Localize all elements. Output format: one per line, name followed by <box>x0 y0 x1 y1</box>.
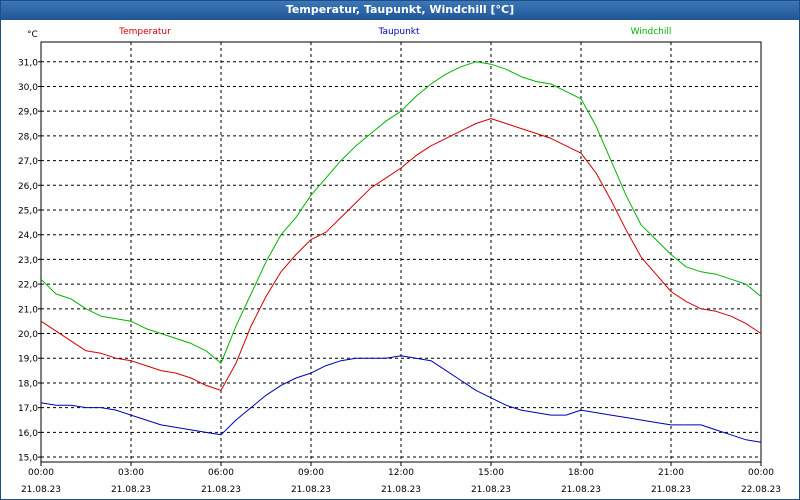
x-tick-date: 21.08.23 <box>471 485 511 495</box>
x-tick-date: 21.08.23 <box>381 485 421 495</box>
legend-entry-windchill: Windchill <box>631 27 672 37</box>
y-tick-label: 22,0 <box>18 281 38 291</box>
x-tick-time: 09:00 <box>298 468 324 478</box>
y-tick-label: 24,0 <box>18 231 38 241</box>
y-tick-label: 18,0 <box>18 379 38 389</box>
series-line-windchill <box>40 61 762 364</box>
y-axis-label: °C <box>27 30 38 40</box>
y-tick-label: 15,0 <box>18 454 38 464</box>
legend-entry-temperatur: Temperatur <box>118 27 171 37</box>
x-tick-time: 15:00 <box>478 468 504 478</box>
chart-canvas: 15,0 16,0 17,0 18,0 19,0 20,0 21,0 22,0 23,0 24,0… <box>18 27 781 495</box>
y-tick-label: 21,0 <box>18 305 38 315</box>
y-tick-label: 20,0 <box>18 330 38 340</box>
x-tick-date: 21.08.23 <box>21 485 61 495</box>
y-tick-label: 27,0 <box>18 157 38 167</box>
x-tick-date: 21.08.23 <box>291 485 331 495</box>
x-tick-date: 21.08.23 <box>561 485 601 495</box>
x-tick-time: 18:00 <box>568 468 594 478</box>
y-tick-label: 28,0 <box>18 132 38 142</box>
x-tick-date: 21.08.23 <box>651 485 691 495</box>
y-tick-label: 30,0 <box>18 83 38 93</box>
window-title: Temperatur, Taupunkt, Windchill [°C] <box>1 1 799 20</box>
x-tick-date: 21.08.23 <box>111 485 151 495</box>
x-tick-time: 00:00 <box>748 468 774 478</box>
y-tick-label: 19,0 <box>18 355 38 365</box>
x-tick-time: 03:00 <box>118 468 144 478</box>
x-tick-date: 21.08.23 <box>201 485 241 495</box>
x-tick-time: 00:00 <box>28 468 54 478</box>
x-tick-time: 06:00 <box>208 468 234 478</box>
y-tick-label: 23,0 <box>18 256 38 266</box>
y-tick-label: 31,0 <box>18 58 38 68</box>
legend-entry-taupunkt: Taupunkt <box>377 27 420 37</box>
series-line-temperatur <box>40 118 762 391</box>
x-tick-time: 21:00 <box>658 468 684 478</box>
series-line-taupunkt <box>40 355 762 443</box>
y-tick-label: 25,0 <box>18 207 38 217</box>
y-tick-label: 17,0 <box>18 404 38 414</box>
y-tick-label: 29,0 <box>18 108 38 118</box>
y-tick-label: 16,0 <box>18 429 38 439</box>
x-tick-date: 22.08.23 <box>741 485 781 495</box>
y-tick-label: 26,0 <box>18 182 38 192</box>
x-tick-time: 12:00 <box>388 468 414 478</box>
